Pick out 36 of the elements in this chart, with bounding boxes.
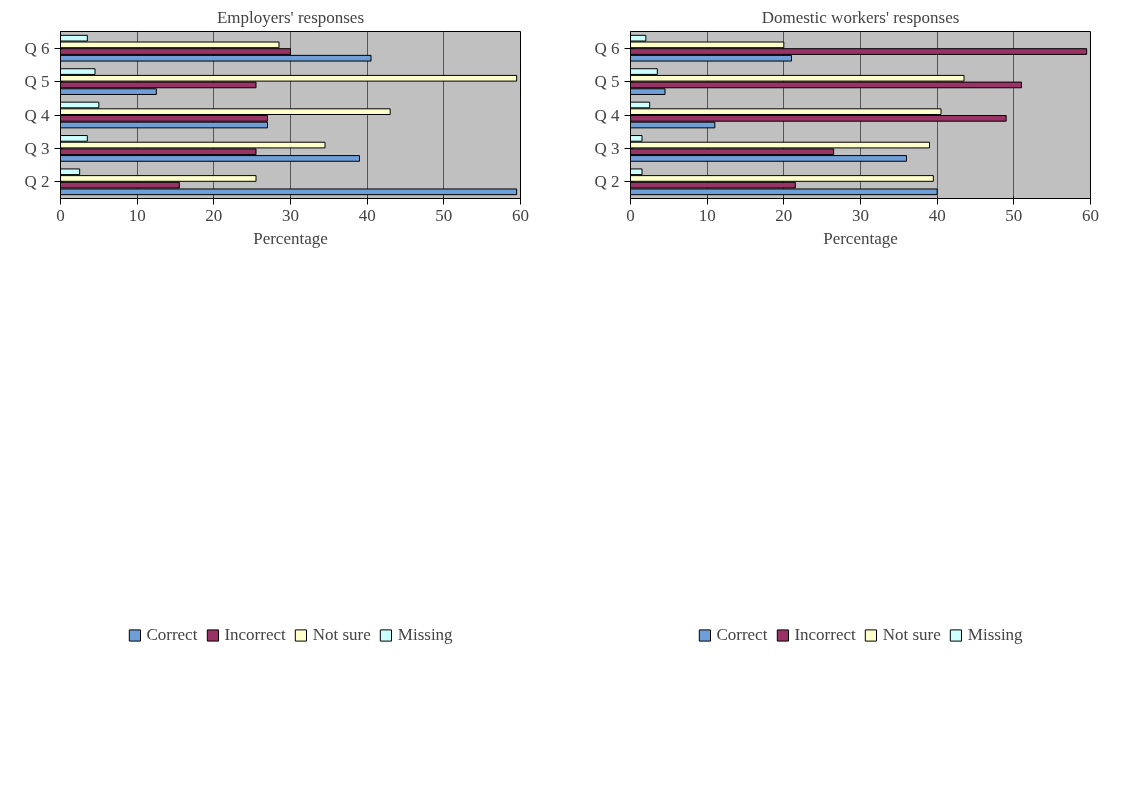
x-tick-label: 10 bbox=[128, 205, 146, 225]
x-tick-label: 30 bbox=[852, 205, 869, 225]
chart-title: Domestic workers' responses bbox=[761, 7, 960, 27]
y-tick-label: Q 2 bbox=[594, 172, 620, 192]
y-tick-label: Q 3 bbox=[24, 138, 50, 158]
x-tick-label: 20 bbox=[205, 205, 223, 225]
x-tick-label: 10 bbox=[698, 205, 716, 225]
x-tick-label: 30 bbox=[282, 205, 299, 225]
x-axis-title: Percentage bbox=[823, 228, 898, 248]
y-tick-label: Q 4 bbox=[24, 105, 50, 125]
x-tick-label: 60 bbox=[1082, 205, 1099, 225]
y-tick-label: Q 6 bbox=[24, 38, 50, 58]
legend-label: Incorrect bbox=[794, 625, 856, 645]
legend-label: Incorrect bbox=[224, 625, 286, 645]
x-tick-label: 0 bbox=[626, 205, 635, 225]
x-axis-title: Percentage bbox=[253, 228, 328, 248]
y-tick-label: Q 5 bbox=[24, 72, 50, 92]
y-tick-label: Q 2 bbox=[24, 172, 50, 192]
x-tick-label: 0 bbox=[56, 205, 65, 225]
legend-label: Missing bbox=[967, 625, 1023, 645]
legend-label: Correct bbox=[716, 625, 768, 645]
legend-label: Correct bbox=[146, 625, 198, 645]
legend-label: Missing bbox=[397, 625, 453, 645]
x-tick-label: 50 bbox=[435, 205, 453, 225]
y-tick-label: Q 4 bbox=[594, 105, 620, 125]
x-tick-label: 20 bbox=[775, 205, 793, 225]
chart-title: Employers' responses bbox=[216, 7, 365, 27]
x-tick-label: 50 bbox=[1005, 205, 1023, 225]
legend-label: Not sure bbox=[882, 625, 941, 645]
x-tick-label: 60 bbox=[512, 205, 529, 225]
y-tick-label: Q 6 bbox=[594, 38, 620, 58]
y-tick-label: Q 3 bbox=[594, 138, 620, 158]
legend-label: Not sure bbox=[312, 625, 371, 645]
x-tick-label: 40 bbox=[358, 205, 376, 225]
y-tick-label: Q 5 bbox=[594, 72, 620, 92]
x-tick-label: 40 bbox=[928, 205, 946, 225]
